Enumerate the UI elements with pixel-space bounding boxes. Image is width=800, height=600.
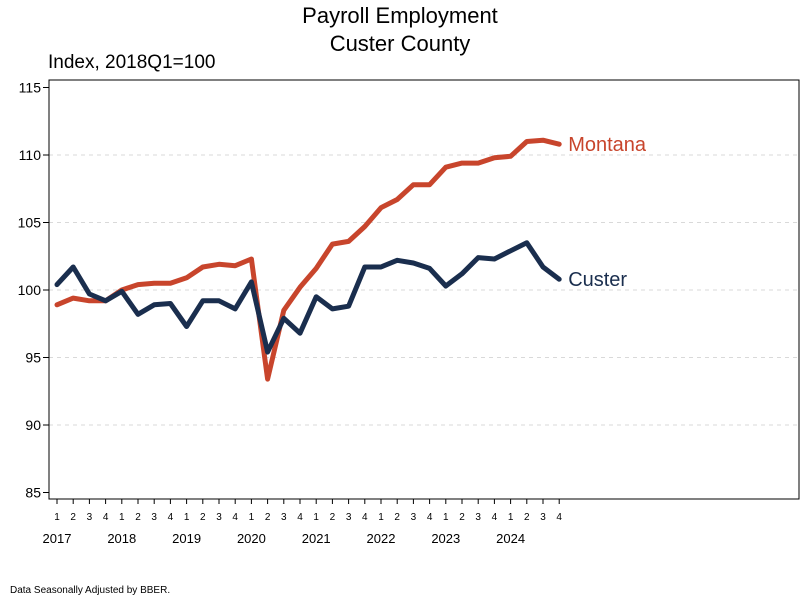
x-tick-label-quarter: 3 xyxy=(411,512,417,523)
x-tick-label-quarter: 1 xyxy=(443,512,449,523)
x-tick-label-quarter: 2 xyxy=(135,512,141,523)
x-tick-label-year: 2019 xyxy=(172,531,201,546)
y-tick-label: 110 xyxy=(19,147,42,163)
x-tick-label-quarter: 2 xyxy=(524,512,530,523)
x-tick-label-quarter: 1 xyxy=(184,512,190,523)
x-tick-label-quarter: 2 xyxy=(459,512,465,523)
x-tick-label-quarter: 4 xyxy=(556,512,562,523)
x-tick-label-year: 2018 xyxy=(107,531,136,546)
y-tick-label: 95 xyxy=(25,350,41,366)
series-labels: Montana Custer xyxy=(568,134,647,291)
x-tick-label-quarter: 3 xyxy=(475,512,481,523)
x-tick-label-quarter: 2 xyxy=(200,512,206,523)
x-tick-label-quarter: 3 xyxy=(346,512,352,523)
x-tick-label-year: 2021 xyxy=(302,531,331,546)
x-tick-label-year: 2024 xyxy=(496,531,525,546)
y-tick-label: 100 xyxy=(18,282,42,298)
y-tick-label: 105 xyxy=(18,215,42,231)
x-tick-label-quarter: 3 xyxy=(540,512,546,523)
y-tick-label: 115 xyxy=(19,80,42,96)
x-tick-label-quarter: 3 xyxy=(151,512,157,523)
x-tick-label-quarter: 2 xyxy=(70,512,76,523)
x-tick-label-year: 2017 xyxy=(43,531,72,546)
x-tick-label-year: 2022 xyxy=(367,531,396,546)
x-tick-label-quarter: 4 xyxy=(168,512,174,523)
series-lines xyxy=(54,137,562,382)
chart-title-line-1: Payroll Employment xyxy=(302,3,498,28)
x-tick-label-quarter: 2 xyxy=(394,512,400,523)
x-tick-label-quarter: 1 xyxy=(54,512,60,523)
x-tick-label-year: 2023 xyxy=(431,531,460,546)
series-label-custer: Custer xyxy=(568,269,627,291)
x-tick-label-quarter: 2 xyxy=(265,512,271,523)
x-tick-label-quarter: 4 xyxy=(362,512,368,523)
series-line-custer xyxy=(54,240,562,355)
x-tick-label-quarter: 4 xyxy=(232,512,238,523)
series-label-montana: Montana xyxy=(568,134,647,156)
plot-frame xyxy=(48,79,800,500)
y-tick-label: 90 xyxy=(25,417,41,433)
x-tick-label-quarter: 3 xyxy=(216,512,222,523)
x-tick-label-quarter: 1 xyxy=(378,512,384,523)
x-tick-label-quarter: 1 xyxy=(249,512,255,523)
series-line-montana xyxy=(54,137,562,382)
grid-lines xyxy=(49,154,799,426)
y-axis: 85 90 95 100 105 110 115 xyxy=(18,80,49,501)
y-axis-label: Index, 2018Q1=100 xyxy=(48,52,216,73)
x-tick-label-year: 2020 xyxy=(237,531,266,546)
x-tick-label-quarter: 2 xyxy=(330,512,336,523)
x-tick-label-quarter: 1 xyxy=(119,512,125,523)
x-tick-label-quarter: 4 xyxy=(492,512,498,523)
x-tick-label-quarter: 4 xyxy=(103,512,109,523)
x-tick-label-quarter: 3 xyxy=(281,512,287,523)
chart-title-line-2: Custer County xyxy=(329,31,471,56)
y-tick-label: 85 xyxy=(25,485,41,501)
x-tick-label-quarter: 4 xyxy=(427,512,433,523)
x-tick-label-quarter: 4 xyxy=(297,512,303,523)
x-tick-label-quarter: 1 xyxy=(508,512,514,523)
x-tick-label-quarter: 1 xyxy=(313,512,319,523)
footnote: Data Seasonally Adjusted by BBER. xyxy=(10,585,171,596)
x-tick-label-quarter: 3 xyxy=(87,512,93,523)
